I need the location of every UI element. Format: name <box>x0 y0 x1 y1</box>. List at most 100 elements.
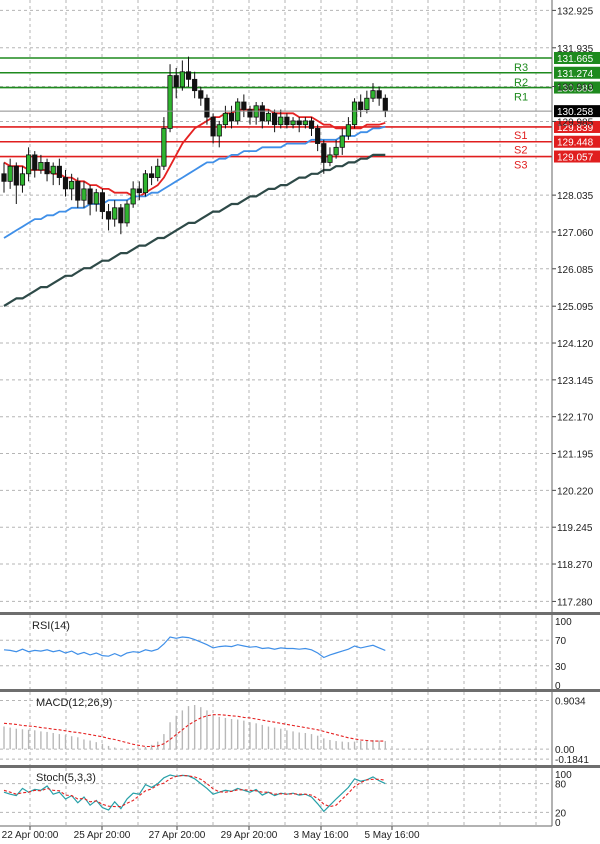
level-value-r2: 131.274 <box>557 69 594 80</box>
candle-bullish <box>216 124 222 137</box>
macd-tick-label: 0.9034 <box>555 697 586 708</box>
level-name-r3: R3 <box>514 62 528 74</box>
candle-bullish <box>130 188 136 205</box>
pivot-levels <box>0 57 552 158</box>
level-name-s2: S2 <box>514 145 527 157</box>
candle-bearish <box>204 97 210 118</box>
level-name-s1: S1 <box>514 130 527 142</box>
candle-bullish <box>7 165 13 182</box>
level-value-tag <box>554 150 600 163</box>
level-value-tag <box>554 81 600 94</box>
candle-bearish <box>185 71 192 80</box>
level-name-s3: S3 <box>514 160 527 172</box>
candle-bullish <box>112 207 118 220</box>
price-tick-label: 121.195 <box>557 450 594 461</box>
pivot-level-labels: R3 131.665 R2 131.274 R1 130.883 S1 129.839 S2 12… <box>514 51 600 172</box>
overlay-ma50 <box>3 125 386 239</box>
candle-bullish <box>38 162 44 171</box>
price-tick-label: 117.280 <box>557 597 593 608</box>
candle-bearish <box>99 192 105 212</box>
price-tick-label: 123.145 <box>557 376 594 387</box>
candle-bearish <box>321 143 327 163</box>
macd-indicator: 0.9034 0.00-0.1841 <box>0 697 589 766</box>
pane-separator <box>0 689 600 692</box>
moving-averages <box>3 108 386 307</box>
time-tick-label: 22 Apr 00:00 <box>2 830 59 841</box>
stoch-tick-label: 100 <box>555 770 572 781</box>
rsi-tick-label: 0 <box>555 681 561 692</box>
candle-bearish <box>228 112 235 122</box>
rsi-tick-label: 100 <box>555 617 572 628</box>
price-tick-label: 130.910 <box>557 83 594 94</box>
candle-bullish <box>25 154 32 175</box>
current-price-tag <box>554 105 600 118</box>
candle-bullish <box>69 180 75 190</box>
candle-bearish <box>259 105 265 122</box>
stoch-d-line <box>3 774 386 808</box>
current-price-marker: 130.258 <box>0 105 600 118</box>
candle-bullish <box>19 173 26 186</box>
level-value-r3: 131.665 <box>557 54 594 65</box>
macd-tick-label: 0.00 <box>555 745 575 756</box>
candle-bullish <box>290 120 296 126</box>
candle-bullish <box>364 97 370 110</box>
time-tick-label: 25 Apr 20:00 <box>74 830 131 841</box>
pane-separator <box>0 765 600 768</box>
price-tick-label: 129.985 <box>557 117 594 128</box>
overlay-ma200 <box>3 153 386 307</box>
candle-bearish <box>382 97 388 112</box>
candle-bearish <box>315 128 321 144</box>
price-tick-label: 132.925 <box>557 6 594 17</box>
level-value-tag <box>554 135 600 148</box>
price-tick-label: 120.220 <box>557 486 594 497</box>
rsi-indicator: 100 70 30 0 <box>0 617 572 692</box>
level-value-s2: 129.448 <box>557 138 594 149</box>
price-tick-label: 131.935 <box>557 44 594 55</box>
price-axis-ticks: 132.925 131.935 130.910 129.985 128.035 127.0… <box>552 6 594 608</box>
rsi-line <box>3 636 386 659</box>
price-tick-label: 118.270 <box>557 560 593 571</box>
level-value-tag <box>554 66 600 79</box>
candle-bullish <box>155 165 161 178</box>
candle-bullish <box>345 124 352 137</box>
candle-bullish <box>327 154 333 163</box>
candle-bearish <box>173 75 179 88</box>
pane-separator <box>0 612 600 615</box>
price-gridlines <box>0 0 552 826</box>
candle-bearish <box>62 177 69 190</box>
time-tick-label: 29 Apr 20:00 <box>221 830 278 841</box>
candle-bearish <box>198 90 204 99</box>
candle-bullish <box>167 75 173 129</box>
overlay-ma20 <box>3 108 386 198</box>
price-tick-label: 126.085 <box>557 265 594 276</box>
level-name-r2: R2 <box>514 77 528 89</box>
stoch-tick-label: 80 <box>555 780 567 791</box>
level-value-tag <box>554 51 600 64</box>
candle-bearish <box>105 211 112 220</box>
candle-bearish <box>284 116 290 126</box>
macd-label: MACD(12,26,9) <box>36 697 112 709</box>
candle-bearish <box>136 188 142 194</box>
macd-signal-line <box>3 714 386 748</box>
candle-bearish <box>271 112 278 126</box>
candle-bullish <box>93 192 99 205</box>
candle-bearish <box>308 120 315 129</box>
time-tick-label: 5 May 16:00 <box>364 830 419 841</box>
candlesticks <box>1 56 388 235</box>
stoch-k-line <box>3 774 386 813</box>
candle-bearish <box>44 162 50 175</box>
candle-bearish <box>376 90 382 99</box>
rsi-pane: 100 70 30 0 RSI(14) <box>0 617 572 692</box>
candle-bearish <box>296 120 302 126</box>
level-value-tag <box>554 120 600 133</box>
price-tick-label: 124.120 <box>557 339 594 350</box>
price-tick-label: 122.170 <box>557 413 594 424</box>
candle-bearish <box>87 188 93 205</box>
candle-bearish <box>75 180 81 201</box>
candle-bearish <box>118 207 124 224</box>
candle-bullish <box>278 116 284 126</box>
level-name-r1: R1 <box>514 92 528 104</box>
candle-bullish <box>351 101 358 126</box>
